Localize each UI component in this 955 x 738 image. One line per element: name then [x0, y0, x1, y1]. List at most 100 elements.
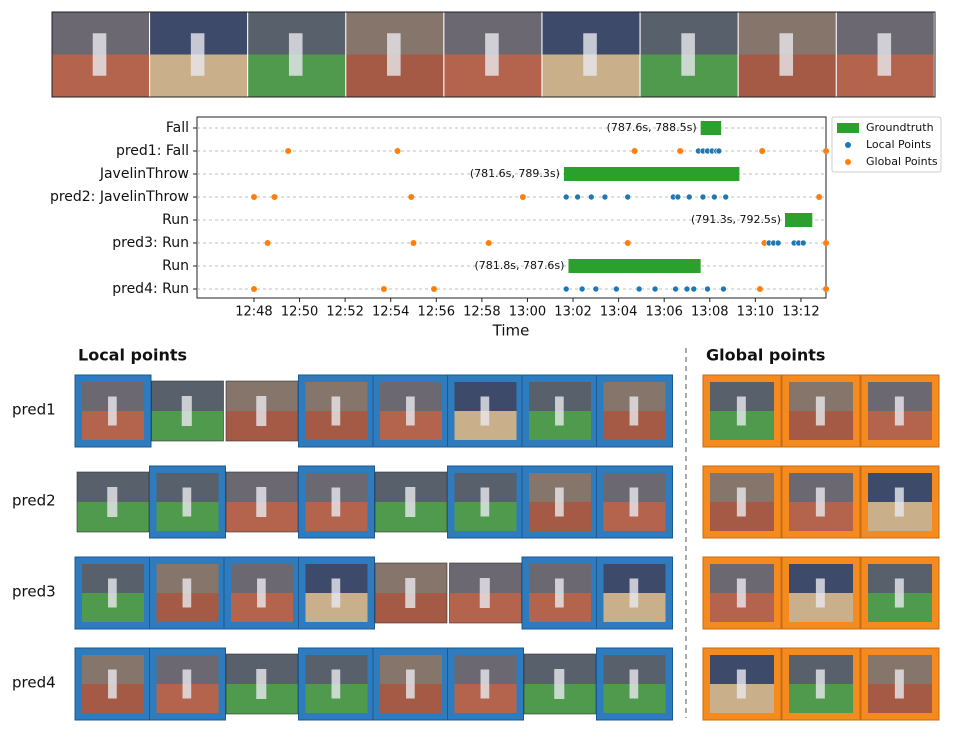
thumb-figure [387, 33, 401, 76]
thumb-figure [182, 578, 192, 608]
row-label: pred3 [12, 583, 56, 601]
legend-label: Global Points [866, 155, 938, 168]
thumb-figure [108, 669, 117, 699]
frame-strip [51, 11, 936, 98]
groundtruth-bar [568, 259, 701, 273]
local-point [799, 239, 807, 247]
thumb-figure [331, 396, 341, 426]
interval-label: (787.6s, 788.5s) [607, 121, 697, 134]
thumb-figure [479, 578, 490, 608]
x-tick-label: 12:58 [463, 305, 500, 320]
local-point [683, 285, 691, 293]
global-point [380, 286, 387, 292]
thumb-figure [681, 33, 695, 76]
thumb-figure [736, 578, 746, 608]
legend-label: Groundtruth [866, 121, 934, 134]
legend-label: Local Points [866, 138, 931, 151]
y-tick-label: pred2: JavelinThrow [50, 189, 189, 205]
thumb-figure [736, 487, 746, 517]
x-tick-label: 12:54 [372, 305, 409, 320]
thumb-figure [108, 396, 117, 426]
x-tick-label: 12:56 [418, 305, 455, 320]
thumb-figure [555, 487, 564, 517]
global-point [410, 240, 417, 246]
local-point [635, 285, 643, 293]
x-tick-label: 13:00 [509, 305, 546, 320]
x-tick-label: 13:10 [737, 305, 774, 320]
thumb-figure [331, 578, 341, 608]
local-point [685, 193, 693, 201]
thumb-figure [405, 578, 416, 608]
local-point [699, 193, 707, 201]
thumb-figure [779, 33, 794, 76]
global-point [519, 194, 526, 200]
global-point [759, 148, 766, 154]
thumb-figure [92, 33, 107, 76]
global-point [823, 286, 829, 292]
x-tick-label: 13:08 [691, 305, 728, 320]
strip-border [51, 11, 936, 98]
y-tick-label: pred1: Fall [116, 143, 189, 159]
interval-label: (781.6s, 789.3s) [470, 167, 560, 180]
x-tick-label: 12:48 [235, 305, 272, 320]
local-point [587, 193, 595, 201]
thumb-figure [583, 33, 597, 76]
local-point [574, 193, 581, 201]
thumb-figure [894, 669, 904, 699]
x-tick-label: 12:50 [281, 305, 318, 320]
local-point [674, 193, 682, 201]
global-point [761, 240, 768, 246]
x-tick-label: 13:06 [645, 305, 682, 320]
thumb-figure [736, 669, 746, 699]
local-point [601, 193, 609, 201]
local-point [562, 193, 570, 201]
groundtruth-bar [784, 213, 813, 227]
thumb-figure [256, 487, 267, 517]
groundtruth-bar [563, 167, 740, 181]
local-point [690, 285, 698, 293]
thumb-figure [256, 396, 267, 426]
global-point [250, 286, 257, 292]
global-point [264, 240, 271, 246]
global-point [485, 240, 492, 246]
global-point [816, 194, 823, 200]
x-tick-label: 13:04 [600, 305, 637, 320]
local-point [562, 285, 570, 293]
legend-swatch [845, 159, 851, 165]
thumb-figure [815, 396, 825, 426]
thumb-figure [629, 578, 639, 608]
global-point [677, 148, 684, 154]
local-point [711, 193, 718, 201]
thumb-figure [629, 396, 639, 426]
global-title: Global points [706, 346, 825, 365]
thumb-figure [629, 487, 639, 517]
global-point [631, 148, 638, 154]
y-tick-label: JavelinThrow [99, 166, 189, 182]
local-point [715, 147, 723, 155]
thumb-figure [815, 669, 825, 699]
thumb-figure [629, 669, 639, 699]
local-point [720, 285, 727, 293]
local-point [578, 285, 586, 293]
global-point [285, 148, 292, 154]
global-point [823, 240, 829, 246]
thumb-figure [108, 578, 117, 608]
row-label: pred1 [12, 401, 56, 419]
global-point [624, 240, 631, 246]
groundtruth-bar [700, 121, 722, 135]
thumb-figure [815, 578, 825, 608]
interval-label: (791.3s, 792.5s) [691, 213, 781, 226]
interval-label: (781.8s, 787.6s) [474, 259, 564, 272]
plot-frame [196, 116, 827, 299]
legend [831, 116, 942, 173]
global-point [823, 148, 829, 154]
local-point [704, 285, 711, 293]
global-point [271, 194, 278, 200]
y-tick-label: Run [162, 212, 189, 228]
thumb-figure [894, 487, 904, 517]
global-point [756, 286, 763, 292]
thumb-figure [736, 396, 746, 426]
global-point [394, 148, 401, 154]
x-axis-label: Time [492, 322, 530, 340]
y-tick-label: Fall [166, 120, 189, 136]
